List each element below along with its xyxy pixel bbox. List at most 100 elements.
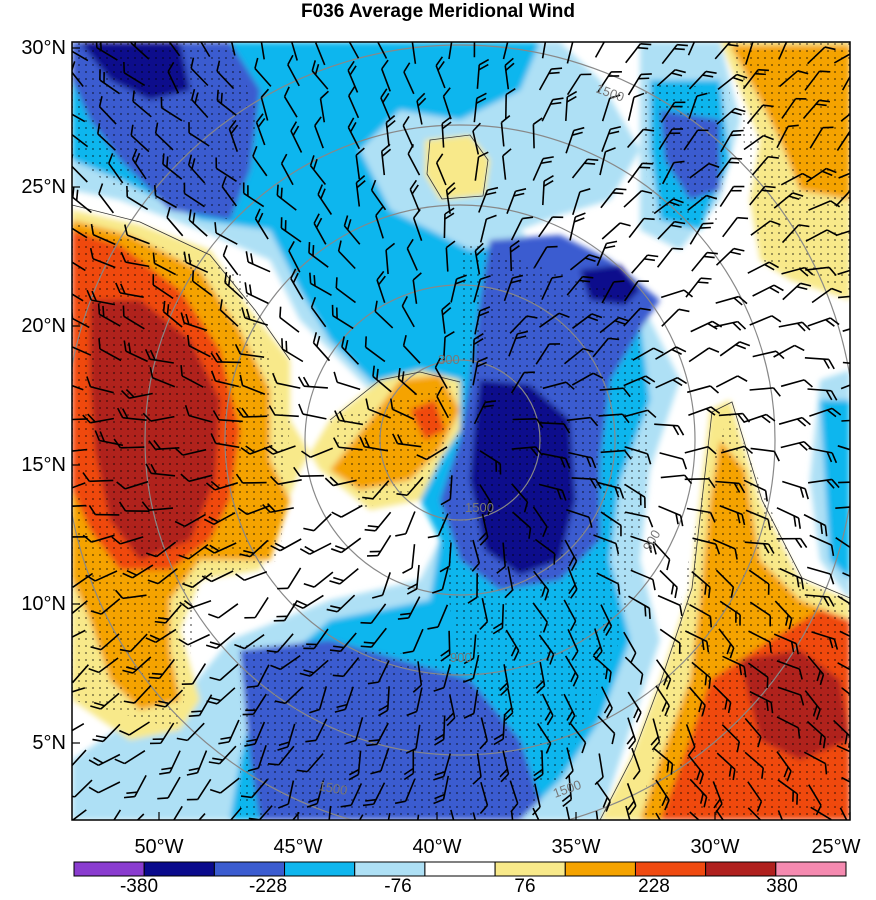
wind-barb [716, 752, 736, 781]
wind-barb [448, 42, 454, 60]
wind-barb [122, 305, 145, 330]
wind-barb [624, 656, 644, 685]
wind-barb [359, 436, 389, 452]
wind-barb [536, 722, 552, 754]
wind-barb [88, 657, 119, 674]
wind-barb [88, 781, 121, 794]
wind-barb [777, 779, 799, 805]
wind-barb [305, 718, 328, 743]
wind-barb [683, 129, 709, 151]
wind-barb [301, 447, 333, 458]
wind-barb [120, 251, 150, 268]
wind-barb [595, 810, 601, 820]
lon-label-40w: 40°W [412, 836, 462, 858]
wind-barb [655, 346, 687, 360]
wind-barb [566, 42, 574, 64]
wind-barb [427, 513, 449, 539]
wind-barb [599, 316, 630, 334]
wind-barb [802, 99, 831, 120]
lat-label-5n: 5°N [32, 732, 66, 754]
wind-barb [309, 686, 328, 714]
wind-barb [411, 42, 417, 64]
wind-barb [119, 721, 150, 736]
wind-barb [234, 343, 265, 358]
wind-barb [272, 372, 301, 389]
wind-barb [98, 95, 117, 125]
wind-barb [565, 747, 574, 780]
wind-barb [535, 343, 561, 365]
wind-barb [715, 809, 731, 820]
wind-barb [502, 148, 512, 180]
wind-barb [572, 188, 591, 216]
wind-barb [686, 385, 720, 394]
wind-barb [219, 299, 239, 327]
wind-barb [395, 511, 416, 537]
wind-barb [691, 661, 712, 689]
wind-barb [538, 216, 564, 238]
wind-barb [472, 752, 482, 785]
lon-label-50w: 50°W [134, 836, 184, 858]
wind-barb [273, 599, 299, 622]
wind-barb [632, 347, 664, 361]
wind-barb [406, 687, 423, 717]
wind-barb [532, 783, 541, 816]
wind-barb [496, 542, 506, 574]
wind-barb [340, 783, 363, 808]
wind-barb [188, 694, 213, 717]
wind-barb [416, 446, 448, 461]
wind-barb [225, 807, 242, 820]
wind-barb [240, 778, 269, 799]
wind-barb [688, 686, 706, 716]
lon-label-30w: 30°W [690, 836, 740, 858]
wind-barb [748, 569, 770, 595]
wind-barb [72, 809, 87, 820]
wind-barb [162, 300, 183, 328]
wind-barb [624, 446, 652, 465]
wind-barb [313, 213, 327, 245]
map-title: F036 Average Meridional Wind [301, 1, 575, 22]
wind-barb [752, 350, 785, 360]
wind-barb [779, 70, 809, 88]
wind-barb [837, 595, 850, 610]
wind-barb [627, 691, 642, 723]
wind-barb [566, 416, 599, 427]
wind-barb [596, 481, 625, 499]
wind-barb [511, 483, 529, 513]
wind-barb [397, 596, 421, 620]
wind-barb [773, 633, 799, 655]
wind-barb [509, 315, 538, 334]
wind-barb [493, 715, 506, 746]
wind-barb [394, 778, 416, 805]
wind-barb [600, 188, 627, 209]
wind-barb [209, 777, 240, 794]
wind-barb [571, 158, 599, 179]
wind-barb [625, 42, 652, 64]
wind-barb [308, 242, 329, 268]
wind-barb [114, 750, 146, 765]
wind-barb [777, 686, 805, 706]
wind-barb [471, 539, 481, 572]
wind-barb [532, 156, 554, 181]
wind-barb [190, 88, 209, 119]
wind-barb [623, 307, 651, 327]
wind-barb [781, 266, 814, 277]
colorbar-label-m380: -380 [119, 876, 159, 897]
wind-barb [329, 632, 357, 653]
wind-barb [210, 370, 239, 388]
wind-barb [362, 782, 386, 807]
wind-barb [473, 275, 491, 303]
wind-barb [164, 42, 181, 57]
wind-barb [210, 433, 240, 449]
wind-barb [178, 543, 209, 560]
wind-barb [652, 541, 671, 571]
wind-barb [807, 46, 836, 65]
wind-barb [260, 88, 270, 121]
wind-barb [337, 240, 356, 270]
wind-barb [474, 306, 491, 335]
wind-barb [126, 185, 149, 211]
wind-barb [385, 242, 396, 275]
wind-barb [472, 332, 484, 364]
lon-label-35w: 35°W [551, 836, 601, 858]
wind-barb [169, 805, 183, 820]
wind-barb [778, 42, 798, 60]
